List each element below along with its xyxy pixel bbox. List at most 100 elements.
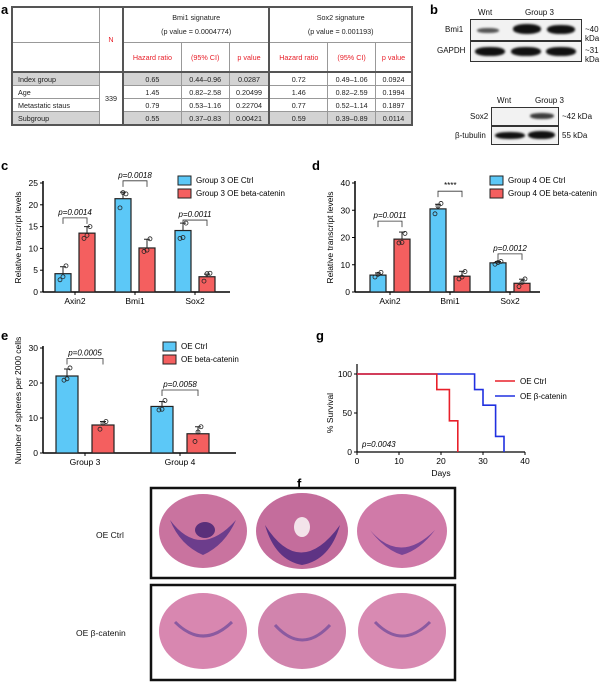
data-point [183,220,189,226]
data-point [97,426,103,432]
significance-bracket [122,180,148,187]
legend-swatch [177,188,192,199]
y-axis-label: Relative transcript levels [325,191,335,283]
kda-label: ~42 kDa [562,112,593,121]
data-point [156,407,162,413]
y-tick-label: 40 [341,178,351,188]
bmi1-title: Bmi1 signature [172,13,221,22]
y-tick-label: 100 [338,369,352,379]
significance-bracket [161,389,199,396]
cell: 0.53–1.16 [180,98,230,112]
cell: 0.1897 [375,98,413,112]
gapdh-blot [470,41,582,62]
y-tick-label: 50 [343,408,353,418]
data-point [435,203,441,209]
sox2-title: Sox2 signature [316,13,365,22]
col-ci: (95% CI) [180,42,230,73]
bar [453,275,471,293]
data-point [177,235,183,241]
cell: 0.00421 [228,111,270,126]
x-tick-label: 20 [436,456,446,466]
p-value-label: p=0.0011 [373,211,407,220]
row-label: Index group [11,71,100,86]
col-hazard-ratio: Hazard ratio [121,42,182,73]
x-tick-label: Bmi1 [125,296,145,306]
data-point [192,439,198,444]
bar [393,238,411,293]
lane-label: Wnt [497,96,512,105]
data-point [372,274,378,280]
data-point [519,280,525,285]
col-p-value: p value [375,42,413,73]
data-point [120,190,126,195]
cell: 0.79 [121,98,182,112]
sox2-blot [491,107,559,126]
n-value: 339 [99,71,124,126]
data-point [147,236,153,242]
data-point [438,201,444,206]
cell: 0.39–0.89 [327,111,377,126]
data-point [117,205,123,211]
x-axis-label: Days [431,468,450,478]
survival-curve [357,373,459,452]
bmi1-pvalue: (p value = 0.0004774) [161,27,232,36]
legend-swatch [489,188,504,199]
data-point [495,260,501,265]
x-tick-label: Axin2 [379,296,401,306]
row-label: Subgroup [11,111,100,126]
significance-bracket [182,219,208,227]
chart-c: 0 5 10 15 20 25 Relative transcript levels Axin… [13,171,285,306]
bar [369,274,387,293]
p-value-label: p=0.0018 [117,171,152,180]
beta-tubulin-blot [491,126,559,145]
col-p-value: p value [228,42,270,73]
histology-row-label: OE β-catenin [76,628,126,638]
legend-label: Group 3 OE beta-catenin [196,189,285,198]
cell: 0.0114 [375,111,413,126]
row-label: Metastatic staus [11,98,100,112]
data-point [64,376,70,382]
legend-label: Group 3 OE Ctrl [196,176,254,185]
legend-label: Group 4 OE beta-catenin [508,189,597,198]
table-row: Age 1.45 0.82–2.58 0.20499 1.46 0.82–2.5… [11,85,413,99]
data-point [399,240,405,245]
data-point [378,269,384,275]
panel-label-f: f [297,476,302,491]
bar [55,375,79,454]
data-point [123,191,129,197]
y-tick-label: 0 [345,287,350,297]
data-point [201,278,207,284]
data-point [198,424,204,430]
table-row: Subgroup 0.55 0.37–0.83 0.00421 0.59 0.3… [11,111,413,126]
y-tick-label: 10 [341,260,351,270]
y-tick-label: 10 [29,413,39,423]
bar [429,208,447,293]
data-point [522,276,528,282]
lane-label: Group 3 [525,8,554,17]
chart-d: 0 10 20 30 40 Relative transcript levels Axin2… [325,175,597,306]
p-value-label: p=0.0043 [361,440,396,449]
data-point [87,224,93,230]
chart-g: 0 50 100 0 10 20 30 40 Days % Survival p=0.0043 OE … [325,364,567,478]
data-point [159,406,165,412]
data-point [204,271,210,277]
data-point [162,398,168,403]
y-tick-label: 30 [29,343,39,353]
data-point [180,235,186,240]
legend-swatch [177,175,192,186]
significance-bracket [497,253,523,260]
significance-bracket [62,217,88,224]
bar [114,198,132,293]
bar [186,433,210,454]
cell: 0.0287 [228,71,270,86]
panel-label-c: c [1,158,9,173]
bar [138,247,156,293]
blot-row-label: Sox2 [470,112,489,121]
cell: 0.59 [268,111,329,126]
data-point [103,419,109,424]
y-axis-label: Relative transcript levels [13,191,23,283]
panel-label-e: e [1,328,9,343]
x-tick-label: Sox2 [185,296,205,306]
p-value-label: p=0.0058 [162,380,197,389]
